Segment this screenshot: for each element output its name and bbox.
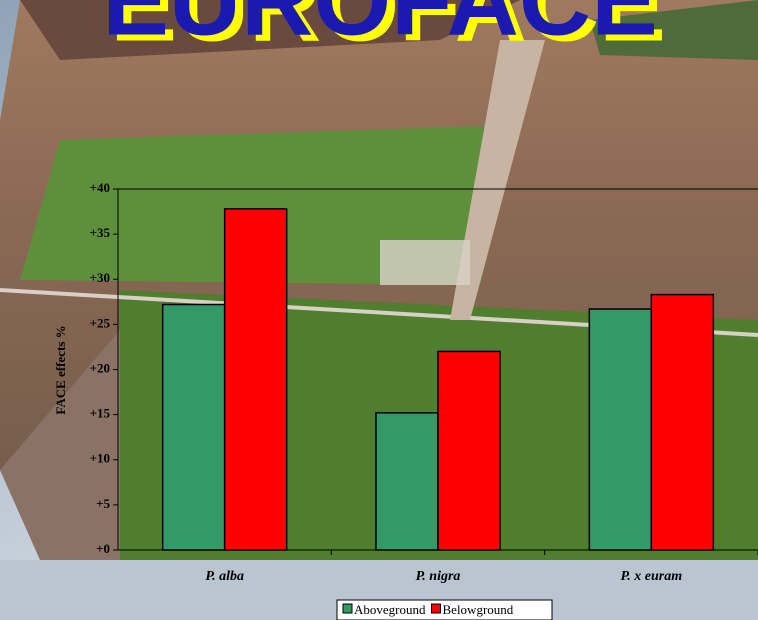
bar [223, 208, 288, 551]
x-tick-label: P. x euram [621, 569, 683, 584]
y-tick-label: +40 [90, 180, 110, 195]
plot-area: +0 +5 +10 +15 +20 +25 +30 +35 +40 P. alba P. nigra… [90, 180, 758, 584]
y-tick-label: +10 [90, 451, 110, 466]
legend-label: Aboveground [354, 602, 426, 617]
y-axis-label: FACE effects % [53, 325, 68, 414]
legend-swatch [342, 603, 353, 614]
legend: Aboveground Belowground [336, 599, 553, 620]
legend-swatch [431, 603, 441, 614]
bar [588, 308, 653, 551]
y-tick-label: +35 [90, 225, 111, 240]
bar [375, 412, 439, 551]
title-shadow: EUROFACE [110, 0, 666, 62]
x-tick-label: P. alba [205, 569, 244, 584]
y-tick-label: +5 [96, 496, 110, 511]
legend-box [336, 599, 553, 620]
y-tick-label: +25 [90, 315, 111, 330]
title: EUROFACE EUROFACE [102, 0, 666, 62]
y-tick-label: +20 [90, 360, 110, 375]
bar [437, 350, 501, 551]
chart-title: EUROFACE [102, 0, 658, 56]
y-tick-label: +30 [90, 270, 110, 285]
y-tick-label: +0 [96, 541, 110, 556]
y-tick-label: +15 [90, 406, 111, 421]
x-tick-label: P. nigra [416, 569, 461, 584]
bar [650, 293, 715, 551]
bar [161, 303, 226, 551]
legend-label: Belowground [443, 602, 514, 617]
